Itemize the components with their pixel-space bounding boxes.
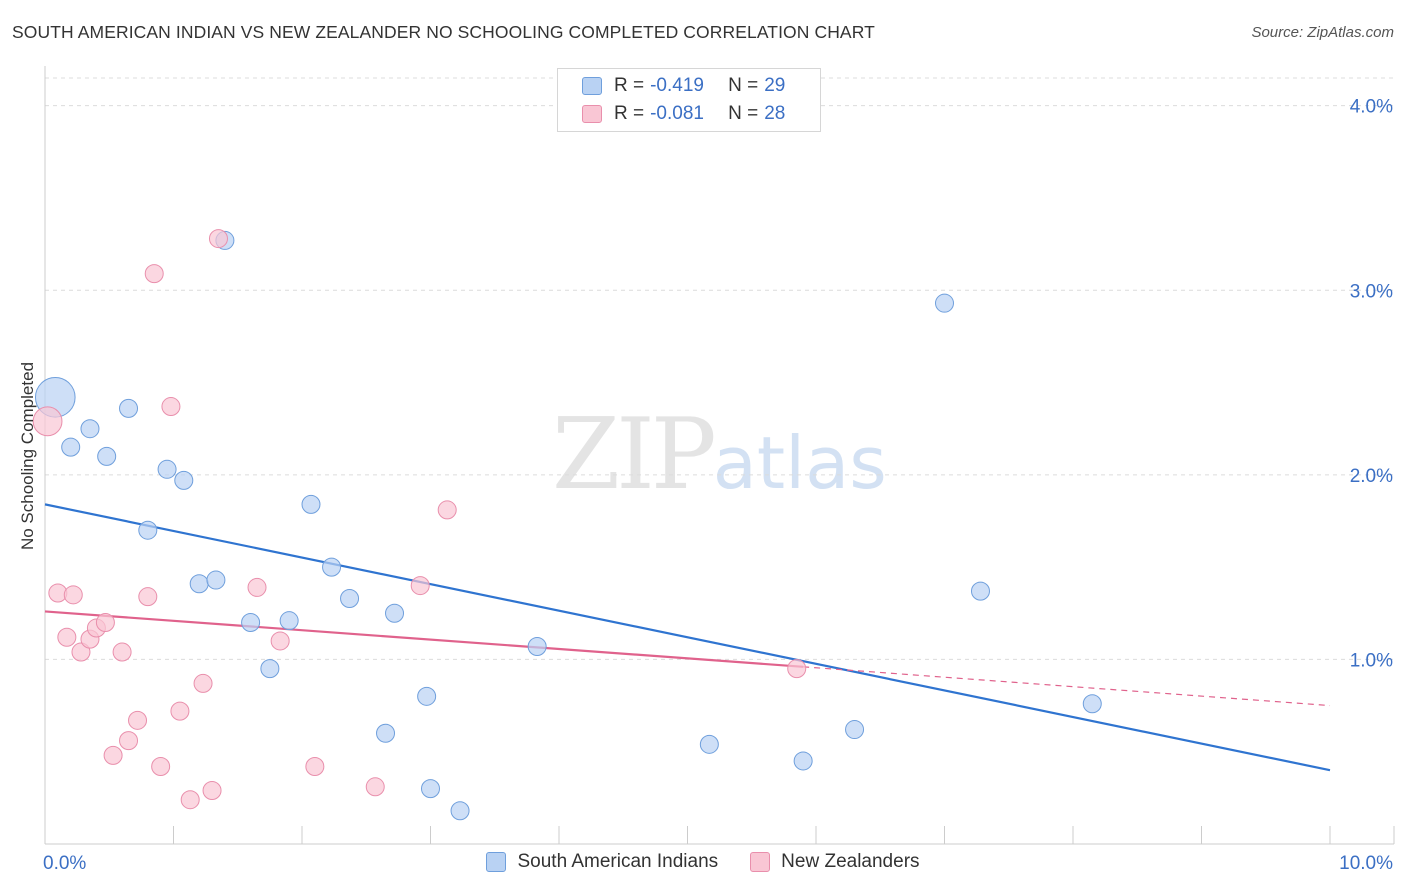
blue-data-point [119,398,139,418]
grid-layer [45,77,1394,660]
legend-item-new-zealanders[interactable]: New Zealanders [750,851,920,873]
pink-data-point [193,673,213,693]
legend-r-label: R = [614,103,645,124]
pink-data-point [161,397,181,417]
watermark-atlas: atlas [712,421,887,505]
legend-item-south-american-indians[interactable]: South American Indians [486,851,718,873]
legend-n-value-blue: 29 [764,75,786,96]
y-tick-label: 3.0% [1350,281,1393,302]
legend-swatch-blue [582,77,602,95]
blue-data-point [845,720,865,740]
pink-data-point [32,406,63,437]
stats-legend: R = -0.419 N = 29 R = -0.081 N = 28 [557,68,821,132]
legend-n-label: N = [728,75,759,96]
blue-data-point [340,589,360,609]
blue-data-point [385,603,405,623]
pink-data-point [128,710,148,730]
blue-data-point [189,574,209,594]
legend-swatch-pink [750,852,771,872]
y-tick-label: 2.0% [1350,466,1393,487]
blue-data-point [206,570,226,590]
pink-data-point [151,756,171,776]
legend-row-pink: R = -0.081 N = 28 [582,101,785,127]
pink-data-point [270,631,290,651]
pink-data-point [437,500,457,520]
watermark: ZIPatlas [552,398,887,512]
pink-data-point [144,264,164,284]
legend-r-label: R = [614,75,645,96]
pink-data-point [57,627,77,647]
legend-r-value-pink: -0.081 [650,103,704,124]
trend-layer [44,503,1331,772]
blue-data-point [241,613,261,633]
pink-data-point [95,613,115,633]
pink-data-point [63,585,83,605]
pink-data-point [202,780,222,800]
blue-data-point [450,801,470,821]
blue-data-point [793,751,813,771]
legend-n-label: N = [728,103,759,124]
blue-data-point [301,494,321,514]
legend-r-value-blue: -0.419 [650,75,704,96]
source-label: Source: ZipAtlas.com [1251,24,1394,41]
blue-data-point [260,659,280,679]
pink-data-point [180,790,200,810]
pink-trend-extension [803,666,1331,707]
tick-label-layer: 1.0% 2.0% 3.0% 4.0% 0.0% 10.0% [43,97,1393,874]
pink-data-point [119,731,139,751]
pink-data-point [247,577,267,597]
blue-data-point [970,581,990,601]
blue-data-point [97,446,117,466]
x-tick-label: 0.0% [43,853,86,874]
axis-layer [44,66,1395,845]
blue-data-point [699,734,719,754]
legend-swatch-blue [486,852,507,872]
watermark-zip: ZIP [552,398,717,512]
blue-data-point [1082,694,1102,714]
blue-data-point [376,723,396,743]
pink-trend-line [44,610,804,668]
y-axis-label: No Schooling Completed [18,361,37,551]
blue-data-point [935,293,954,313]
series-legend: South American Indians New Zealanders [0,851,1406,873]
legend-label-blue: South American Indians [517,851,719,872]
legend-label-pink: New Zealanders [781,851,920,872]
pink-data-point [410,576,430,596]
chart-title: SOUTH AMERICAN INDIAN VS NEW ZEALANDER N… [12,22,875,42]
pink-data-point [305,756,325,776]
blue-data-point [157,459,177,479]
pink-data-point [787,659,807,679]
blue-data-point [421,779,440,799]
blue-data-point [80,419,100,439]
y-tick-label: 4.0% [1350,97,1393,118]
legend-swatch-pink [582,105,602,123]
legend-row-blue: R = -0.419 N = 29 [582,73,785,99]
pink-data-point [365,777,385,797]
blue-data-point [279,611,299,631]
pink-data-point [71,642,91,662]
y-tick-label: 1.0% [1350,650,1393,671]
pink-data-point [208,229,228,249]
pink-data-point [112,642,132,662]
x-tick-label: 10.0% [1339,853,1393,874]
blue-data-point [138,520,158,540]
blue-data-point [322,557,342,577]
pink-data-point [170,701,190,721]
pink-data-point [138,587,158,607]
pink-data-point [103,745,123,765]
blue-data-point [417,686,437,706]
blue-data-point [527,637,547,657]
point-layer [32,229,1102,821]
blue-trend-line [44,503,1331,772]
blue-data-point [174,470,194,490]
legend-n-value-pink: 28 [764,103,786,124]
blue-data-point [61,437,81,457]
